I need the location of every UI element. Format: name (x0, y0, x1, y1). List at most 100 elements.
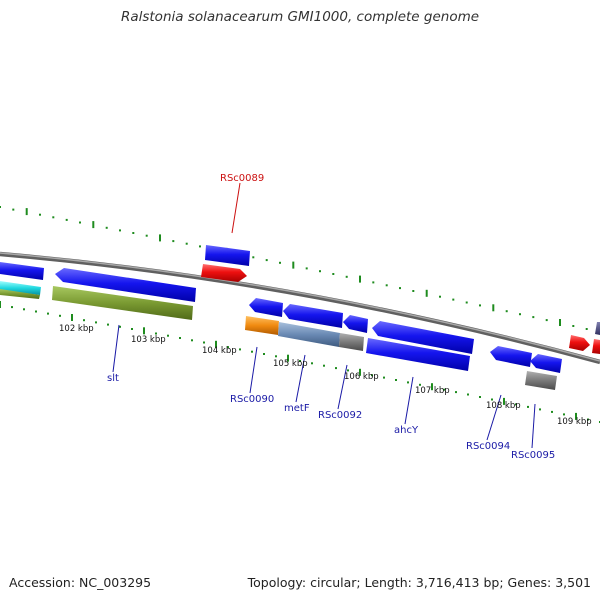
ruler-tick-inner (143, 327, 145, 335)
ruler-tick-inner (407, 381, 409, 384)
cds-arrow-slt-upper[interactable] (55, 268, 196, 302)
ruler-tick-outer (519, 313, 521, 316)
cds-arrow-ahcy[interactable] (372, 321, 474, 354)
ruler-tick-outer (305, 267, 308, 270)
feature-gray-rsc0095 (525, 371, 557, 390)
feature-olive-left (0, 289, 40, 299)
ruler-tick-inner (11, 306, 13, 309)
ruler-tick-outer (265, 259, 268, 262)
leader-line-rsc0095 (531, 403, 536, 449)
ruler-tick-inner (227, 346, 229, 349)
ruler-tick-outer (319, 270, 321, 273)
ruler-tick-inner (371, 374, 373, 377)
ruler-tick-inner (383, 376, 385, 379)
cds-arrow-metf[interactable] (283, 304, 343, 328)
ruler-tick-outer (199, 245, 201, 248)
ruler-tick-inner (35, 310, 37, 313)
ruler-tick-outer (505, 310, 508, 313)
ruler-tick-outer (292, 261, 295, 269)
ruler-tick-outer (359, 275, 361, 283)
gene-label-rsc0094[interactable]: RSc0094 (466, 441, 510, 452)
ruler-tick-inner (563, 413, 565, 416)
accession-text: Accession: NC_003295 (9, 575, 152, 590)
cds-arrow-rsc0095[interactable] (530, 354, 562, 373)
ruler-tick-inner (119, 325, 121, 328)
ruler-label: 107 kbp (415, 386, 450, 396)
ruler-tick-outer (345, 275, 348, 278)
feature-olive-slt (52, 286, 193, 320)
ruler-tick-outer (279, 261, 281, 264)
gene-label-metf[interactable]: metF (284, 403, 310, 414)
gene-label-rsc0090[interactable]: RSc0090 (230, 394, 274, 405)
gene-label-ahcy[interactable]: ahcY (394, 425, 419, 436)
cds-arrow-rsc0092[interactable] (343, 315, 368, 333)
leader-line-rsc0092 (337, 364, 348, 410)
ruler-tick-outer (132, 232, 135, 234)
ruler-tick-inner (539, 408, 541, 411)
ruler-tick-inner (275, 355, 277, 358)
ruler-tick-outer (479, 304, 481, 307)
ruler-tick-inner (23, 308, 25, 311)
ruler-tick-inner (59, 314, 61, 317)
ruler-label: 102 kbp (59, 324, 94, 334)
leader-line-ahcy (404, 376, 414, 425)
ruler-tick-inner (527, 405, 529, 408)
cds-arrow-right-red-2[interactable] (592, 339, 600, 354)
feature-dark-right (595, 322, 600, 335)
ruler-tick-inner (575, 412, 577, 420)
gene-label-rsc0095[interactable]: RSc0095 (511, 450, 555, 461)
ruler-tick-inner (191, 339, 193, 342)
ruler-tick-outer (385, 284, 388, 287)
cds-arrow-left-edge[interactable] (0, 262, 44, 280)
gene-label-rsc0092[interactable]: RSc0092 (318, 410, 362, 421)
ruler-tick-inner (167, 334, 169, 337)
leader-line-rsc0089 (231, 182, 241, 234)
gene-label-rsc0089[interactable]: RSc0089 (220, 173, 264, 184)
ruler-tick-outer (12, 208, 15, 211)
ruler-tick-outer (39, 213, 41, 216)
cds-arrow-ahcy-lower[interactable] (366, 338, 470, 371)
ruler-tick-inner (215, 340, 217, 348)
feature-gray-rsc0092 (339, 333, 364, 351)
ruler-tick-inner (503, 397, 505, 405)
gene-label-slt[interactable]: slt (107, 373, 119, 384)
ruler-tick-inner (455, 391, 457, 394)
ruler-tick-outer (105, 226, 108, 229)
ruler-tick-inner (263, 353, 265, 355)
genome-backbone (0, 251, 600, 365)
ruler-tick-outer (185, 242, 188, 245)
leader-line-rsc0094 (486, 394, 502, 441)
ruler-tick-inner (83, 319, 85, 322)
ruler-tick-outer (145, 234, 148, 237)
ruler-tick-inner (203, 341, 205, 344)
ruler-tick-outer (452, 298, 455, 301)
cds-arrow-rsc0089[interactable] (205, 245, 250, 266)
cds-arrow-rsc0094[interactable] (490, 346, 532, 367)
ruler-tick-inner (431, 383, 433, 391)
cds-arrow-right-red[interactable] (569, 335, 590, 351)
ruler-tick-outer (0, 206, 1, 208)
ruler-tick-inner (71, 314, 73, 321)
leader-line-metf (295, 354, 306, 403)
leader-line-slt (112, 324, 120, 373)
cds-arrow-rsc0090[interactable] (249, 298, 283, 317)
ruler-label: 105 kbp (273, 359, 308, 369)
ruler-tick-inner (131, 328, 133, 330)
genome-summary-text: Topology: circular; Length: 3,716,413 bp… (247, 575, 591, 590)
ruler-tick-inner (467, 393, 469, 396)
ruler-tick-outer (65, 218, 68, 221)
ruler-tick-outer (545, 319, 548, 322)
leader-lines (112, 182, 536, 449)
ruler-tick-inner (347, 369, 349, 372)
cds-arrow-rsc0089-highlight[interactable] (201, 264, 247, 282)
ruler-tick-inner (443, 388, 445, 391)
ruler-tick-outer (572, 325, 575, 327)
ruler-tick-outer (465, 301, 468, 304)
ruler-tick-inner (395, 379, 397, 381)
ruler-tick-outer (252, 256, 255, 259)
leader-line-rsc0090 (249, 346, 258, 394)
ruler-tick-outer (559, 319, 561, 326)
ruler-tick-outer (492, 304, 495, 312)
ruler-tick-inner (107, 323, 109, 326)
ruler-tick-outer (399, 287, 401, 290)
